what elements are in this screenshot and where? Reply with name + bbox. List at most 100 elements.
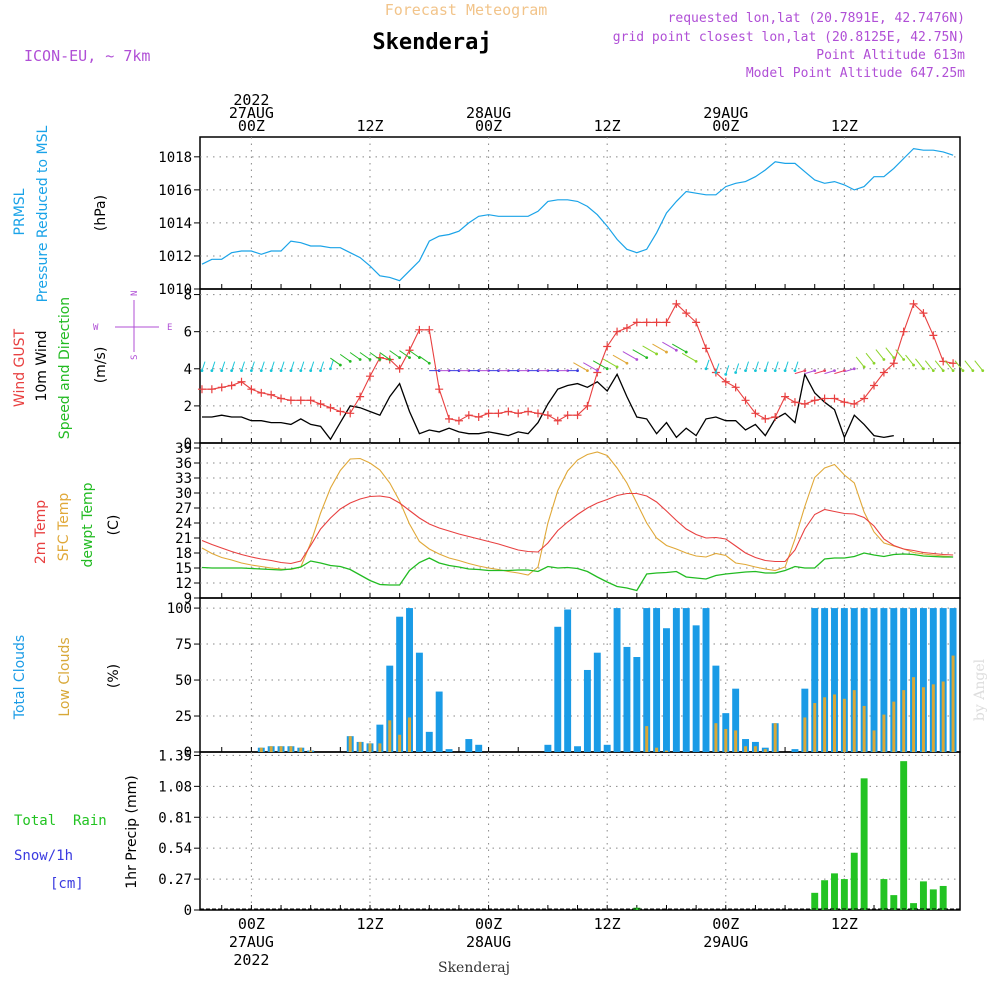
wind-arrow-head bbox=[338, 363, 342, 367]
rain-bar bbox=[860, 778, 868, 910]
wind-arrow-head bbox=[200, 369, 204, 373]
gust-marker bbox=[563, 411, 572, 420]
wind-arrow-head bbox=[704, 367, 708, 371]
ytick-label: 12 bbox=[175, 576, 192, 592]
snow-cm-label: [cm] bbox=[50, 876, 84, 892]
wind-arrow-icon bbox=[592, 360, 608, 370]
wind-arrow-icon bbox=[359, 352, 371, 360]
wind-arrow-head bbox=[289, 369, 293, 373]
panel-frame-0 bbox=[199, 136, 961, 290]
low-cloud-bar bbox=[872, 730, 876, 752]
low-cloud-bar bbox=[951, 655, 955, 752]
wind-arrow-head bbox=[358, 358, 362, 361]
wind-arrow-icon bbox=[745, 361, 750, 371]
wind-arrow-head bbox=[912, 363, 915, 367]
total-cloud-bar bbox=[445, 749, 453, 752]
rain-bar bbox=[840, 879, 848, 910]
low-cloud-bar bbox=[921, 687, 925, 752]
wind-arrow-icon bbox=[241, 361, 245, 371]
gust-marker bbox=[573, 411, 582, 420]
low-cloud-bar bbox=[655, 747, 659, 752]
wind-arrow-icon bbox=[409, 350, 420, 359]
total-cloud-bar bbox=[653, 608, 661, 752]
wind-arrow-icon bbox=[389, 350, 400, 359]
total-cloud-bar bbox=[613, 608, 621, 752]
wind-arrow-head bbox=[714, 371, 718, 374]
wind-arrow-head bbox=[348, 359, 352, 363]
ytick-label: 27 bbox=[175, 501, 192, 517]
wind-arrow-head bbox=[773, 369, 777, 373]
gust-marker bbox=[820, 394, 829, 403]
wind-arrow-icon bbox=[349, 352, 361, 360]
wind-arrow-icon bbox=[662, 341, 677, 351]
wind-arrow-icon bbox=[329, 359, 334, 369]
total-cloud-bar bbox=[425, 731, 433, 752]
wind-arrow-icon bbox=[964, 360, 974, 371]
low-cloud-bar bbox=[368, 743, 372, 752]
wind-arrow-head bbox=[615, 365, 619, 369]
total-cloud-bar bbox=[821, 608, 829, 752]
low-clouds-label: Low Clouds bbox=[57, 637, 73, 716]
low-cloud-bar bbox=[892, 701, 896, 752]
wind-gust-line bbox=[202, 302, 954, 422]
wind-arrow-head bbox=[754, 369, 757, 373]
total-clouds-label: Total Clouds bbox=[12, 635, 28, 720]
grid-point-coords: grid point closest lon,lat (20.8125E, 42… bbox=[613, 30, 965, 45]
ytick-label: 0.54 bbox=[158, 841, 192, 857]
total-cloud-bar bbox=[475, 744, 483, 752]
ytick-label: 8 bbox=[184, 288, 192, 304]
pressure-label: Pressure Reduced to MSL bbox=[35, 125, 51, 302]
ytick-label: 1010 bbox=[158, 282, 192, 298]
total-cloud-bar bbox=[406, 608, 413, 752]
t2m-line bbox=[201, 492, 954, 565]
low-cloud-bar bbox=[289, 746, 293, 752]
wind-arrow-icon bbox=[300, 361, 305, 371]
total-cloud-bar bbox=[574, 746, 581, 752]
total-cloud-bar bbox=[554, 626, 562, 752]
gust-marker bbox=[692, 318, 701, 327]
gust-marker bbox=[810, 396, 819, 405]
total-cloud-bar bbox=[900, 608, 908, 752]
wind-arrow-icon bbox=[602, 358, 618, 368]
wind-arrow-head bbox=[210, 369, 214, 373]
wind-arrow-icon bbox=[754, 361, 759, 371]
compass-south: S bbox=[130, 355, 140, 360]
ytick-label: 0 bbox=[184, 436, 192, 452]
wind-arrow-head bbox=[862, 365, 866, 369]
wind-direction-label: Speed and Direction bbox=[57, 297, 73, 439]
ytick-label: 36 bbox=[175, 456, 192, 472]
compass-east: E bbox=[167, 323, 172, 333]
wind-arrow-icon bbox=[924, 360, 934, 371]
wind-arrow-icon bbox=[681, 352, 697, 362]
wind-arrow-head bbox=[902, 358, 906, 361]
ytick-label: 75 bbox=[175, 637, 192, 653]
gust-marker bbox=[257, 388, 266, 397]
snow-label: Snow/1h bbox=[14, 848, 73, 864]
wind-arrow-head bbox=[388, 358, 392, 361]
top-time-label: 00Z bbox=[712, 117, 739, 135]
ytick-label: 21 bbox=[175, 531, 192, 547]
low-cloud-bar bbox=[753, 746, 757, 752]
low-cloud-bar bbox=[912, 677, 916, 752]
requested-coords: requested lon,lat (20.7891E, 42.7476N) bbox=[668, 11, 965, 26]
total-cloud-bar bbox=[742, 739, 749, 752]
wind-arrow-icon bbox=[250, 361, 255, 371]
wind-arrow-head bbox=[605, 367, 609, 371]
wind-arrow-head bbox=[655, 352, 658, 356]
gust-marker bbox=[682, 309, 691, 318]
low-cloud-bar bbox=[398, 734, 402, 752]
gust-marker bbox=[741, 396, 750, 405]
pressure-unit: (hPa) bbox=[93, 195, 109, 231]
top-time-label: 28AUG bbox=[466, 104, 511, 122]
wind-arrow-icon bbox=[632, 349, 647, 359]
wind-arrow-icon bbox=[855, 356, 865, 368]
precip-unit: 1hr Precip (mm) bbox=[124, 775, 140, 888]
gust-marker bbox=[277, 394, 286, 403]
wind-arrow-icon bbox=[320, 361, 325, 371]
bottom-time-label: 12Z bbox=[356, 915, 383, 933]
gust-marker bbox=[326, 403, 335, 412]
low-cloud-bar bbox=[279, 746, 283, 752]
low-cloud-bar bbox=[299, 747, 303, 752]
wind-arrow-icon bbox=[954, 360, 964, 371]
wind-arrow-head bbox=[645, 356, 649, 360]
